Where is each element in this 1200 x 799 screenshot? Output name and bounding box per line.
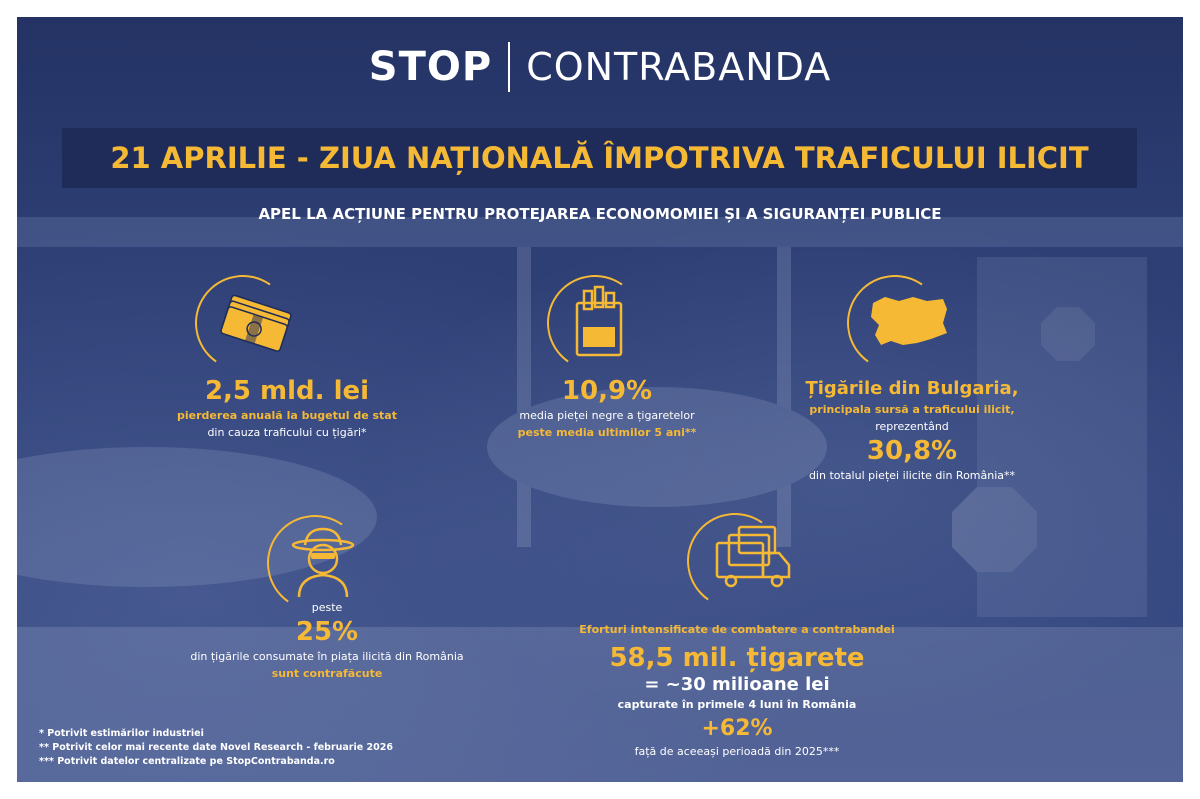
logo-stop-text: STOP — [368, 44, 493, 90]
bulgaria-map-icon — [839, 267, 967, 379]
stat-value: 30,8% — [866, 436, 958, 466]
stat-heading: Eforturi intensificate de combatere a co… — [579, 623, 895, 636]
stat-budget-loss: 2,5 mld. lei pierderea anuală la bugetul… — [127, 375, 447, 441]
stat-line: din totalul pieței ilicite din România** — [808, 469, 1016, 482]
footnote: ** Potrivit celor mai recente date Novel… — [39, 742, 393, 753]
cigarette-pack-icon — [539, 267, 657, 379]
stat-heading: Țigările din Bulgaria, — [805, 378, 1019, 399]
stat-line: față de aceeași perioadă din 2025*** — [634, 745, 840, 758]
stat-seizures: Eforturi intensificate de combatere a co… — [537, 621, 937, 760]
footnote: *** Potrivit datelor centralizate pe Sto… — [39, 756, 335, 767]
brand-logo: STOP CONTRABANDA — [17, 37, 1183, 97]
stat-line: din țigările consumate în piața ilicită … — [190, 650, 464, 663]
title-banner: 21 APRILIE - ZIUA NAȚIONALĂ ÎMPOTRIVA TR… — [62, 128, 1137, 188]
page-subtitle: APEL LA ACȚIUNE PENTRU PROTEJAREA ECONOM… — [258, 205, 942, 223]
stat-line: principala sursă a traficului ilicit, — [809, 403, 1015, 416]
trucks-icon — [679, 505, 817, 617]
stat-value: 58,5 mil. țigarete — [609, 643, 865, 673]
footnotes: * Potrivit estimărilor industriei ** Pot… — [39, 727, 393, 769]
spy-icon — [259, 507, 377, 619]
stat-line: pierderea anuală la bugetul de stat — [177, 409, 397, 422]
footnote: * Potrivit estimărilor industriei — [39, 728, 204, 739]
background-photo — [17, 217, 1183, 782]
logo-contrabanda-text: CONTRABANDA — [526, 45, 832, 89]
infographic-canvas: STOP CONTRABANDA 21 APRILIE - ZIUA NAȚIO… — [17, 17, 1183, 782]
page-title: 21 APRILIE - ZIUA NAȚIONALĂ ÎMPOTRIVA TR… — [110, 141, 1089, 175]
stat-line: peste media ultimilor 5 ani** — [517, 426, 697, 439]
stat-line: din cauza traficului cu țigări* — [207, 426, 367, 439]
stat-value: 25% — [295, 617, 359, 647]
money-stack-icon — [187, 267, 305, 379]
stat-equivalent: = ~30 milioane lei — [644, 674, 830, 695]
stat-counterfeit: peste 25% din țigările consumate în piaț… — [157, 599, 497, 682]
stat-line: capturate în primele 4 luni în România — [617, 698, 857, 711]
stat-black-market: 10,9% media pieței negre a țigaretelor p… — [447, 375, 767, 441]
stat-line: peste — [311, 601, 343, 614]
stat-bulgaria: Țigările din Bulgaria, principala sursă … — [757, 377, 1067, 484]
logo-divider — [508, 42, 511, 92]
stat-line: media pieței negre a țigaretelor — [519, 409, 695, 422]
stat-value: 10,9% — [561, 376, 653, 406]
stat-increase: +62% — [701, 716, 773, 741]
stat-line: sunt contrafăcute — [271, 667, 383, 680]
stat-line: reprezentând — [875, 420, 949, 433]
stat-value: 2,5 mld. lei — [204, 376, 370, 406]
